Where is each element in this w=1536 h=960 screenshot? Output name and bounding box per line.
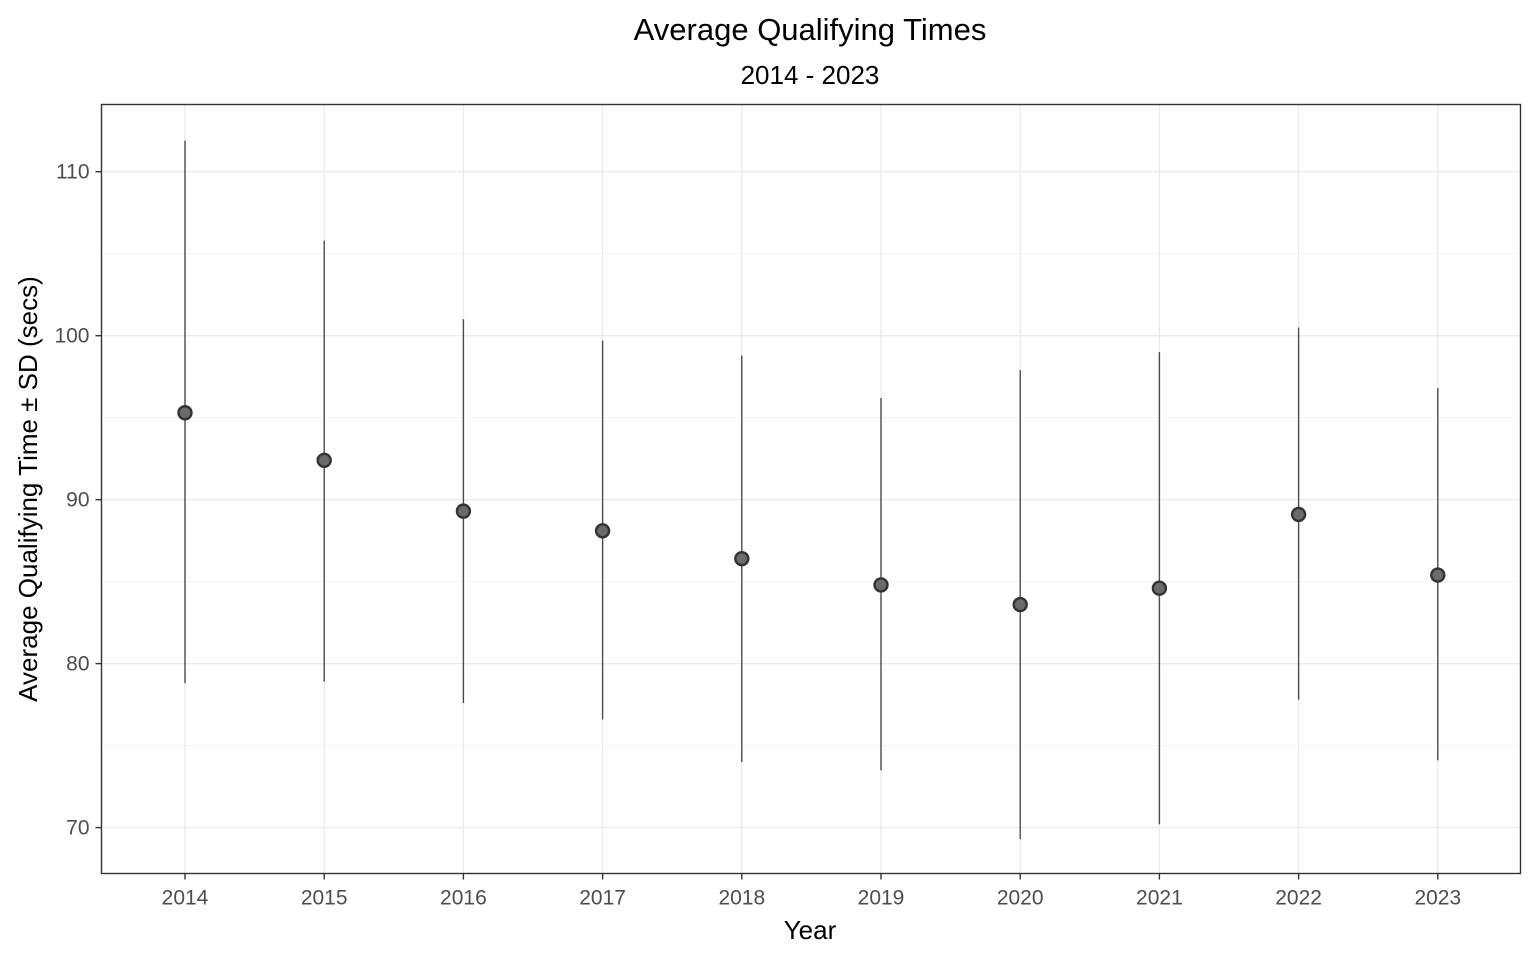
data-point-2023 [1430, 567, 1446, 583]
x-tick-label: 2016 [440, 887, 487, 910]
x-tick-label: 2014 [162, 887, 209, 910]
chart-subtitle: 2014 - 2023 [741, 60, 880, 90]
x-tick-label: 2022 [1275, 887, 1322, 910]
x-tick-label: 2019 [858, 887, 905, 910]
y-tick-label: 90 [66, 489, 89, 512]
y-tick-label: 110 [56, 161, 89, 184]
chart-title: Average Qualifying Times [634, 12, 987, 47]
y-tick-label: 100 [54, 325, 89, 348]
point-layer [177, 405, 1446, 613]
error-bar-layer [184, 140, 1439, 840]
data-point-2020 [1012, 596, 1028, 613]
y-tick-label: 80 [66, 653, 89, 676]
x-tick-label: 2020 [997, 887, 1044, 910]
data-point-2014 [177, 405, 193, 421]
data-point-2018 [734, 550, 750, 567]
y-tick-label: 70 [66, 817, 89, 840]
x-tick-label: 2018 [718, 887, 765, 910]
axis-layer: 70 80 90 100 110 2014 2015 2016 2017 2018 2019 2020… [54, 161, 1461, 910]
x-tick-label: 2023 [1414, 887, 1461, 910]
data-point-2015 [316, 452, 332, 469]
data-point-2021 [1151, 580, 1168, 596]
grid-layer [101, 104, 1521, 874]
x-tick-label: 2017 [579, 887, 626, 910]
x-tick-label: 2015 [301, 887, 348, 910]
data-point-2017 [594, 523, 611, 539]
data-point-2022 [1290, 506, 1307, 523]
x-axis-title: Year [784, 915, 837, 945]
data-point-2016 [455, 503, 472, 519]
data-point-2019 [873, 577, 889, 593]
x-tick-label: 2021 [1136, 887, 1183, 910]
panel-border [100, 103, 1522, 875]
y-axis-title: Average Qualifying Time ± SD (secs) [13, 276, 43, 702]
